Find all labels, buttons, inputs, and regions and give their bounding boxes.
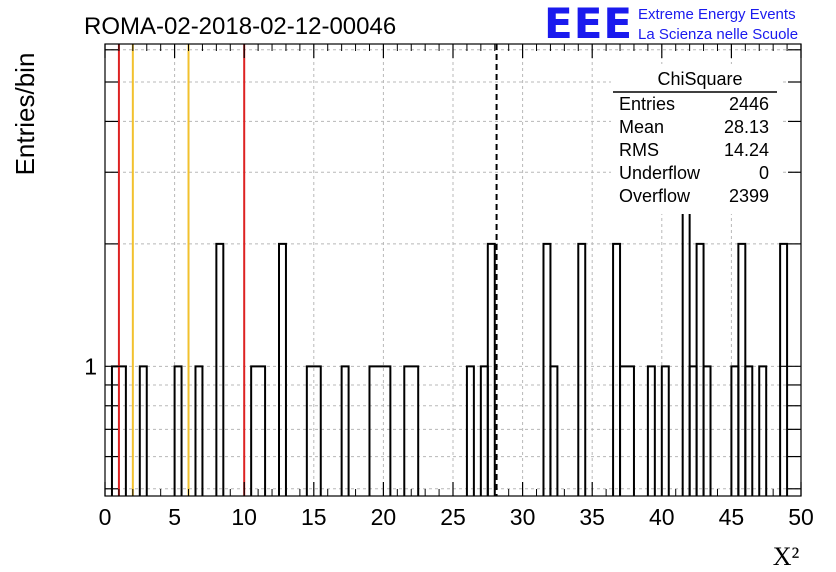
reference-lines	[117, 44, 498, 496]
histogram-bin	[173, 365, 183, 496]
histogram-bin	[340, 365, 350, 496]
stats-label: Entries	[619, 94, 675, 114]
x-tick-label: 10	[231, 504, 257, 530]
x-tick-label: 40	[649, 504, 675, 530]
x-tick-label: 35	[579, 504, 605, 530]
stats-label: Mean	[619, 117, 664, 137]
stats-value: 2446	[729, 94, 769, 114]
stats-box-background	[611, 64, 781, 214]
x-tick-label: 50	[788, 504, 814, 530]
chart-title: ROMA-02-2018-02-12-00046	[84, 13, 396, 40]
histogram-bins	[110, 171, 789, 496]
stats-box: ChiSquare Entries 2446 Mean 28.13 RMS 14.24 Und…	[611, 64, 781, 214]
histogram-bin	[779, 242, 789, 496]
y-tick-label: 1	[84, 353, 97, 379]
histogram-bin	[646, 365, 656, 496]
stats-label: RMS	[619, 140, 659, 160]
axis-ticks: 0 5 10 15 20 25 30 35 40 45 50 1	[84, 44, 814, 530]
histogram-bin	[368, 365, 392, 496]
histogram-bin	[758, 365, 768, 496]
histogram-bin	[695, 242, 705, 496]
histogram-bin	[250, 365, 267, 496]
x-tick-label: 5	[168, 504, 181, 530]
histogram-bin	[744, 365, 754, 496]
x-tick-label: 30	[510, 504, 536, 530]
stats-value: 14.24	[724, 140, 769, 160]
histogram-bin	[194, 365, 204, 496]
logo-line-1: Extreme Energy Events	[638, 6, 796, 23]
histogram-bin	[542, 242, 552, 496]
histogram-bin	[305, 365, 322, 496]
histogram-bin	[465, 365, 475, 496]
y-axis-label: Entries/bin	[10, 53, 40, 176]
x-tick-label: 15	[301, 504, 327, 530]
histogram-bin	[612, 242, 622, 496]
histogram-bin	[730, 365, 740, 496]
histogram-bin	[138, 365, 148, 496]
stats-label: Overflow	[619, 186, 691, 206]
stats-value: 0	[759, 163, 769, 183]
x-tick-label: 20	[371, 504, 397, 530]
x-tick-label: 25	[440, 504, 466, 530]
histogram-bin	[681, 171, 691, 496]
stats-box-title: ChiSquare	[657, 69, 742, 89]
x-axis-label: X²	[773, 542, 800, 571]
histogram-bin	[688, 365, 698, 496]
histogram-bin	[486, 242, 496, 496]
histogram-bin	[737, 242, 747, 496]
stats-value: 2399	[729, 186, 769, 206]
histogram-bin	[549, 365, 559, 496]
histogram-bin	[577, 242, 587, 496]
histogram-bin	[660, 365, 670, 496]
logo-line-2: La Scienza nelle Scuole	[638, 26, 799, 43]
histogram-bin	[215, 242, 225, 496]
x-tick-label: 0	[99, 504, 112, 530]
eee-logo: EEE Extreme Energy Events La Scienza nel…	[544, 2, 834, 48]
histogram-bin	[278, 242, 287, 496]
eee-logo-mark: EEE	[544, 0, 634, 48]
stats-label: Underflow	[619, 163, 701, 183]
histogram-bin	[479, 365, 489, 496]
histogram-bin	[403, 365, 420, 496]
stats-value: 28.13	[724, 117, 769, 137]
histogram-bin	[619, 365, 635, 496]
histogram-bin	[702, 365, 712, 496]
x-tick-label: 45	[719, 504, 745, 530]
